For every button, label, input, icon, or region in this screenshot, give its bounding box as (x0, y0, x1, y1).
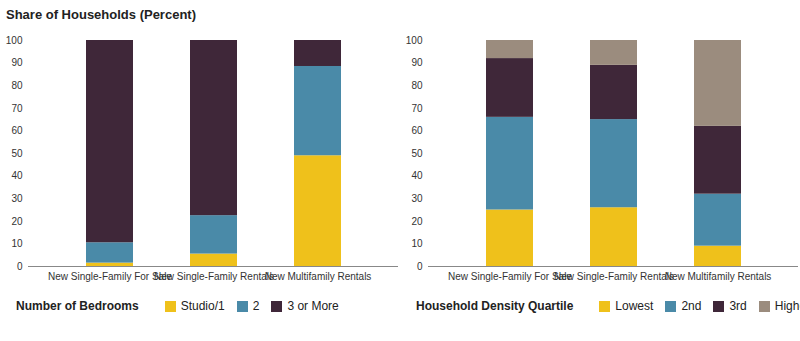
svg-text:100: 100 (406, 35, 423, 46)
svg-text:20: 20 (11, 216, 23, 227)
svg-text:50: 50 (11, 148, 23, 159)
svg-text:70: 70 (11, 103, 23, 114)
html-text:Household Density Quartile: Household Density Quartile (416, 299, 574, 313)
html-text:Lowest: Lowest (615, 299, 654, 313)
html-text:Share of Households (Percent): Share of Households (Percent) (6, 7, 196, 22)
svg-text:10: 10 (411, 238, 423, 249)
svg-text:0: 0 (417, 261, 423, 272)
svg-text:10: 10 (11, 238, 23, 249)
svg-text:New Multifamily Rentals: New Multifamily Rentals (665, 271, 772, 282)
svg-text:90: 90 (411, 57, 423, 68)
svg-text:30: 30 (11, 193, 23, 204)
svg-text:80: 80 (411, 80, 423, 91)
svg-text:40: 40 (411, 170, 423, 181)
html-text:Number of Bedrooms: Number of Bedrooms (16, 299, 139, 313)
svg-text:40: 40 (11, 170, 23, 181)
svg-text:60: 60 (411, 125, 423, 136)
svg-text:90: 90 (11, 57, 23, 68)
svg-text:20: 20 (411, 216, 423, 227)
svg-text:New Single-Family Rentals: New Single-Family Rentals (554, 271, 674, 282)
svg-text:30: 30 (411, 193, 423, 204)
html-text:Studio/1: Studio/1 (180, 299, 225, 313)
html-text:3 or More: 3 or More (287, 299, 339, 313)
html-text:2: 2 (252, 299, 260, 313)
html-text:2nd: 2nd (681, 299, 702, 313)
svg-text:0: 0 (17, 261, 23, 272)
html-text:3rd: 3rd (729, 299, 747, 313)
svg-text:New Single-Family For Sale: New Single-Family For Sale (48, 270, 172, 282)
svg-text:60: 60 (11, 125, 23, 136)
svg-text:New Multifamily Rentals: New Multifamily Rentals (265, 271, 372, 282)
svg-text:80: 80 (11, 80, 23, 91)
svg-text:100: 100 (6, 35, 23, 46)
svg-text:50: 50 (411, 148, 423, 159)
svg-text:New Single-Family For Sale: New Single-Family For Sale (448, 270, 572, 282)
svg-text:70: 70 (411, 103, 423, 114)
svg-text:New Single-Family Rentals: New Single-Family Rentals (154, 271, 274, 282)
